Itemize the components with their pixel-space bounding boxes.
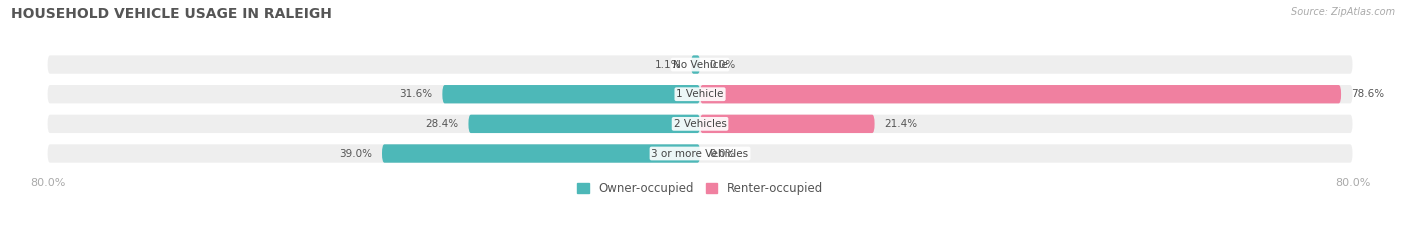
- Text: 39.0%: 39.0%: [339, 148, 373, 158]
- FancyBboxPatch shape: [700, 115, 875, 133]
- Text: 0.0%: 0.0%: [710, 148, 737, 158]
- FancyBboxPatch shape: [692, 55, 700, 74]
- Legend: Owner-occupied, Renter-occupied: Owner-occupied, Renter-occupied: [576, 182, 823, 195]
- FancyBboxPatch shape: [48, 115, 1353, 133]
- Text: 1.1%: 1.1%: [655, 60, 682, 70]
- Text: No Vehicle: No Vehicle: [672, 60, 727, 70]
- Text: 21.4%: 21.4%: [884, 119, 918, 129]
- Text: 78.6%: 78.6%: [1351, 89, 1384, 99]
- Text: 3 or more Vehicles: 3 or more Vehicles: [651, 148, 748, 158]
- Text: HOUSEHOLD VEHICLE USAGE IN RALEIGH: HOUSEHOLD VEHICLE USAGE IN RALEIGH: [11, 7, 332, 21]
- Text: Source: ZipAtlas.com: Source: ZipAtlas.com: [1291, 7, 1395, 17]
- Text: 0.0%: 0.0%: [710, 60, 737, 70]
- FancyBboxPatch shape: [48, 85, 1353, 103]
- FancyBboxPatch shape: [382, 144, 700, 163]
- Text: 28.4%: 28.4%: [426, 119, 458, 129]
- FancyBboxPatch shape: [700, 85, 1341, 103]
- FancyBboxPatch shape: [468, 115, 700, 133]
- Text: 1 Vehicle: 1 Vehicle: [676, 89, 724, 99]
- Text: 31.6%: 31.6%: [399, 89, 433, 99]
- FancyBboxPatch shape: [48, 55, 1353, 74]
- Text: 2 Vehicles: 2 Vehicles: [673, 119, 727, 129]
- FancyBboxPatch shape: [48, 144, 1353, 163]
- FancyBboxPatch shape: [443, 85, 700, 103]
